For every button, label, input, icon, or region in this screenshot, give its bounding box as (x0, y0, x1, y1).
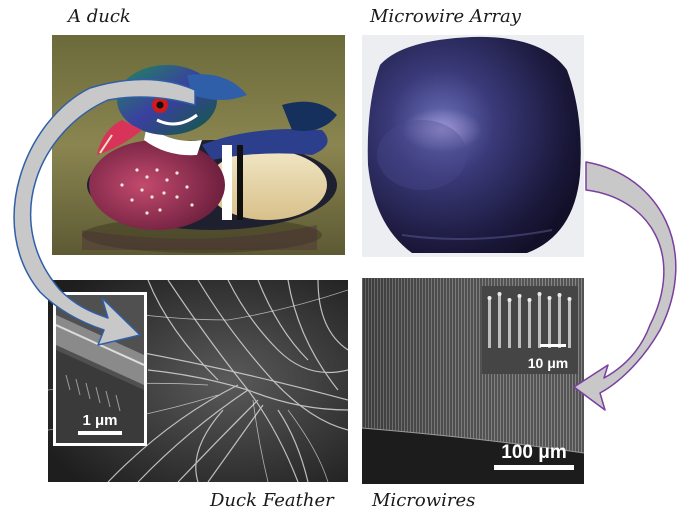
wires-main-scale-bar (494, 465, 574, 470)
wires-main-scale-label: 100 μm (501, 442, 567, 463)
wires-inset-scale-label: 10 μm (528, 355, 568, 371)
right-curved-arrow (573, 161, 677, 411)
wires-inset-scale-bar (540, 344, 566, 347)
feather-inset: 1 μm (53, 292, 147, 446)
duck-feather-sem: 1 μm (48, 280, 348, 482)
duck-photo (52, 35, 345, 255)
microwire-array-photo (362, 35, 584, 257)
label-microwire-array: Microwire Array (370, 6, 521, 27)
feather-inset-scale-bar (78, 431, 122, 435)
label-microwires: Microwires (372, 490, 476, 511)
feather-inset-scale-label: 1 μm (82, 412, 117, 429)
microwires-inset: 10 μm (482, 286, 578, 374)
label-duck-feather: Duck Feather (210, 490, 334, 511)
label-a-duck: A duck (68, 6, 131, 27)
microwires-sem: 10 μm 100 μm (362, 278, 584, 484)
